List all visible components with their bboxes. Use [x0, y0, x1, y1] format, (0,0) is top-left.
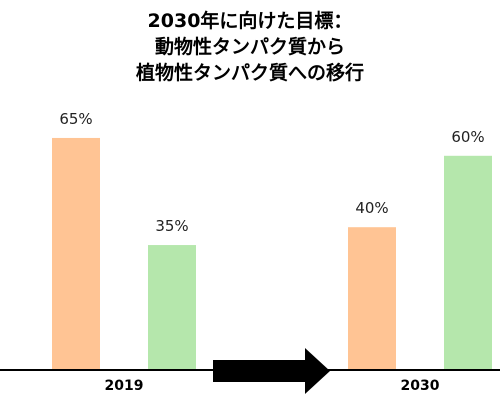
right-arrow-icon — [213, 348, 330, 394]
chart-title-line-3: 植物性タンパク質への移行 — [135, 62, 364, 84]
bar-2030-series-2 — [444, 155, 492, 370]
bar-2019-series-1 — [52, 137, 100, 370]
bar-2019-series-2 — [148, 245, 196, 370]
bar-2030-series-1 — [348, 227, 396, 370]
bar-value-label: 65% — [59, 110, 92, 128]
bar-value-label: 60% — [451, 128, 484, 146]
chart-title: 2030年に向けた目標： 動物性タンパク質から 植物性タンパク質への移行 — [0, 8, 500, 86]
x-tick-label-2019: 2019 — [105, 378, 144, 394]
chart-title-line-2: 動物性タンパク質から — [154, 36, 345, 58]
bar-value-label: 35% — [155, 217, 188, 235]
chart-title-line-1: 2030年に向けた目標： — [147, 10, 353, 32]
x-tick-label-2030: 2030 — [401, 378, 440, 394]
bar-value-label: 40% — [355, 199, 388, 217]
